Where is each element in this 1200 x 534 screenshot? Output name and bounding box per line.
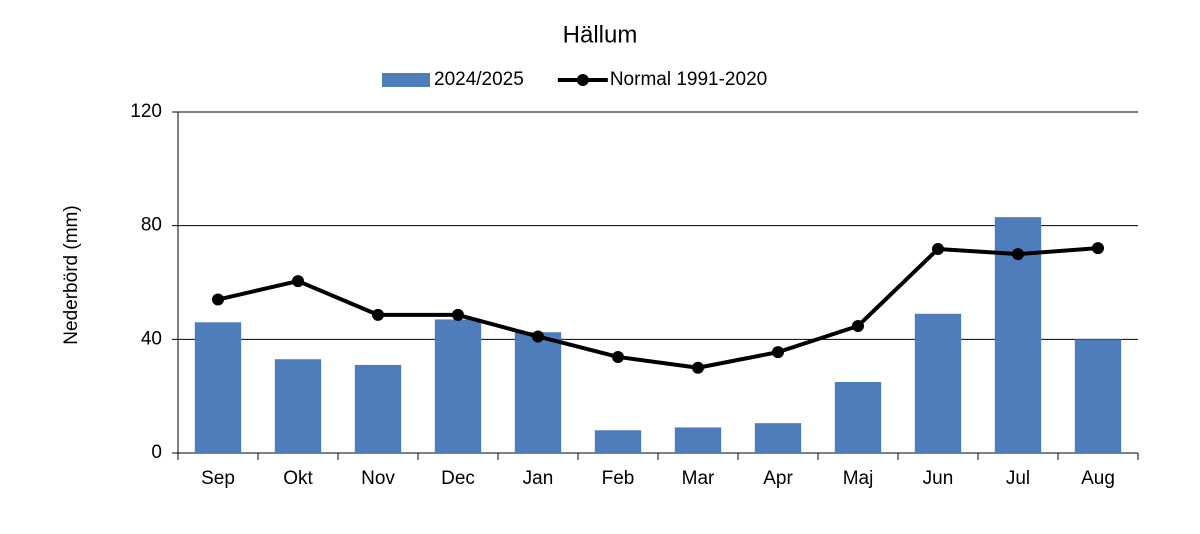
legend-label: Normal 1991-2020: [610, 69, 767, 90]
line-marker: [1012, 248, 1024, 261]
x-tick-label: Nov: [361, 468, 395, 489]
x-tick-label: Apr: [763, 468, 793, 489]
x-tick-label: Dec: [441, 468, 475, 489]
bar: [274, 359, 322, 453]
line-marker: [692, 361, 704, 374]
line-marker: [532, 330, 544, 343]
line-marker: [612, 350, 624, 363]
bar: [194, 322, 242, 453]
y-tick-label: 0: [151, 442, 162, 463]
bar: [354, 364, 402, 453]
x-tick-label: Jan: [523, 468, 554, 489]
x-tick-label: Jul: [1006, 468, 1030, 489]
line-marker: [372, 308, 384, 321]
y-tick-label: 40: [141, 328, 162, 349]
line-marker: [1092, 242, 1104, 255]
line: [217, 246, 1099, 370]
x-tick-label: Mar: [682, 468, 715, 489]
x-tick-label: Maj: [843, 468, 874, 489]
x-tick-label: Okt: [283, 468, 313, 489]
line-marker: [212, 293, 224, 306]
bar: [914, 313, 962, 453]
y-tick-label: 80: [141, 215, 162, 236]
bar: [1074, 339, 1122, 453]
x-tick-label: Feb: [602, 468, 635, 489]
legend-label: 2024/2025: [434, 69, 524, 90]
legend-marker: [576, 74, 589, 86]
bar: [514, 332, 562, 453]
bar: [594, 430, 642, 453]
line-marker: [852, 319, 864, 332]
bar: [754, 423, 802, 453]
line-marker: [292, 275, 304, 288]
x-tick-label: Jun: [923, 468, 954, 489]
bar: [834, 381, 882, 453]
bar: [674, 427, 722, 453]
chart-title: Hällum: [563, 21, 638, 48]
y-tick-label: 120: [130, 101, 162, 122]
line-marker: [932, 242, 944, 255]
line-marker: [772, 346, 784, 359]
bar: [434, 319, 482, 453]
x-tick-label: Aug: [1081, 468, 1115, 489]
line-marker: [452, 308, 464, 321]
y-axis-label: Nederbörd (mm): [61, 205, 82, 344]
legend-swatch: [382, 73, 430, 87]
x-tick-label: Sep: [201, 468, 235, 489]
